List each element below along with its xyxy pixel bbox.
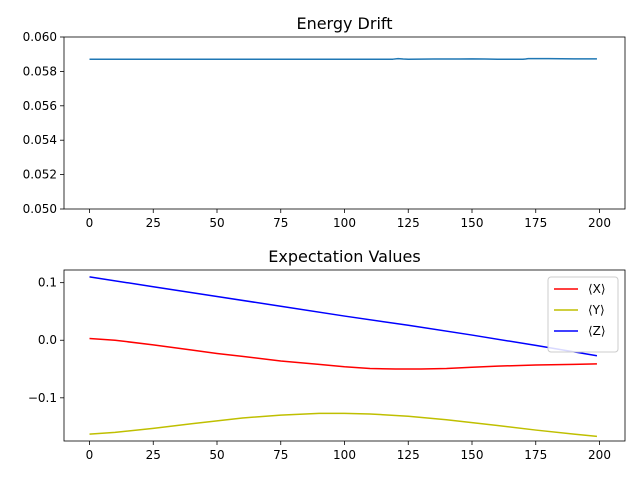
x-tick-label: 200 [588,448,611,462]
y-tick-label: 0.052 [23,168,57,182]
axes-frame [63,269,626,442]
x-tick-label: 175 [524,216,547,230]
legend-box [547,276,619,353]
y-tick-label: 0.0 [38,333,57,347]
legend-label-y: ⟨Y⟩ [588,303,605,317]
y-tick-label: 0.1 [38,276,57,290]
y-tick-label: 0.060 [23,30,57,44]
legend-label-z: ⟨Z⟩ [588,324,606,338]
y-tick-label: 0.050 [23,202,57,216]
x-tick-label: 25 [146,448,161,462]
chart-2: Expectation Values 0 25 50 75 100 125 150 175 200… [28,247,626,462]
chart-1: Energy Drift 0 25 50 75 100 125 150 175 200 0.050 0… [23,14,626,230]
x-tick-label: 150 [461,448,484,462]
legend-label-x: ⟨X⟩ [588,282,606,296]
x-tick-label: 25 [146,216,161,230]
plot-area [89,57,597,60]
series-line-z [89,276,598,357]
y-tick-label: 0.058 [23,64,57,78]
y-tick-label: 0.054 [23,133,57,147]
x-tick-label: 200 [588,216,611,230]
x-tick-label: 75 [273,216,288,230]
chart-title: Energy Drift [296,14,392,33]
x-tick-label: 125 [397,448,420,462]
legend: ⟨X⟩ ⟨Y⟩ ⟨Z⟩ [547,276,619,353]
plot-area [89,276,598,438]
x-tick-label: 100 [333,216,356,230]
x-tick-label: 125 [397,216,420,230]
y-tick-label: 0.056 [23,99,57,113]
x-tick-label: 50 [209,448,224,462]
x-tick-label: 175 [524,448,547,462]
x-tick-label: 0 [86,216,94,230]
series-line-x [89,337,597,370]
x-tick-label: 50 [209,216,224,230]
y-tick-label: −0.1 [28,391,57,405]
x-tick-label: 75 [273,448,288,462]
x-tick-label: 100 [333,448,356,462]
series-line-y [89,412,598,438]
chart-title: Expectation Values [268,247,420,266]
axes-frame [63,36,626,210]
x-tick-label: 0 [86,448,94,462]
series-line-1 [89,57,597,60]
x-tick-label: 150 [461,216,484,230]
